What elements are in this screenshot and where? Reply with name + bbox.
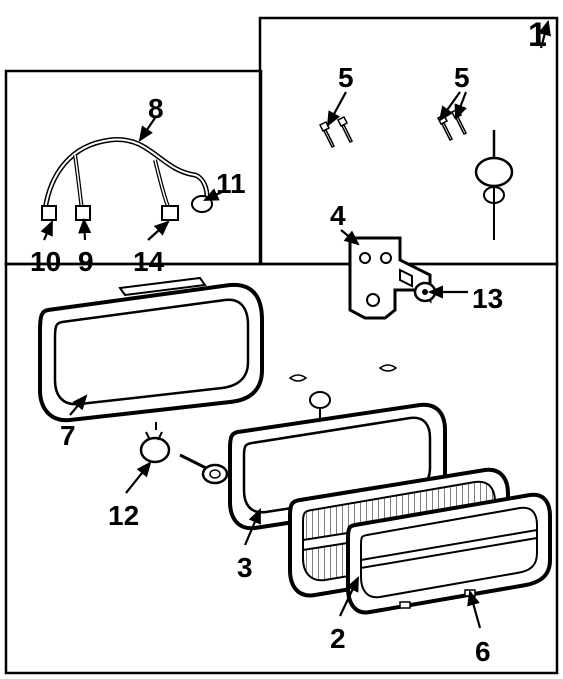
part-housing xyxy=(40,278,262,420)
callout-label-1: 1 xyxy=(528,16,547,55)
leader-arrow xyxy=(126,463,150,493)
callout-label-5b: 5 xyxy=(454,62,470,94)
callout-label-5a: 5 xyxy=(338,62,354,94)
leader-arrow xyxy=(44,222,52,240)
part-mount-bracket xyxy=(350,238,430,318)
part-wiring-harness xyxy=(42,140,212,220)
part-screws-right xyxy=(438,109,466,140)
callout-label-7: 7 xyxy=(60,420,76,452)
callout-label-6: 6 xyxy=(475,636,491,668)
leader-arrow xyxy=(148,222,168,240)
diagram-svg xyxy=(0,0,563,679)
callout-label-8: 8 xyxy=(148,93,164,125)
leader-arrow xyxy=(470,592,480,628)
callout-label-11: 11 xyxy=(216,168,246,200)
callout-label-12: 12 xyxy=(108,500,139,532)
callout-label-9: 9 xyxy=(78,246,94,278)
callout-label-3: 3 xyxy=(237,552,253,584)
parts-diagram: 1 5 5 8 4 11 10 9 14 13 7 12 3 2 6 xyxy=(0,0,563,679)
callout-label-4: 4 xyxy=(330,200,346,232)
part-socket-bulb xyxy=(141,422,227,483)
leader-arrow xyxy=(84,220,85,240)
callout-label-10: 10 xyxy=(30,246,61,278)
callout-label-2: 2 xyxy=(330,623,346,655)
callout-label-14: 14 xyxy=(133,246,164,278)
part-screws-left xyxy=(320,117,352,147)
part-adjuster-upper xyxy=(476,130,512,240)
callout-label-13: 13 xyxy=(472,283,503,315)
